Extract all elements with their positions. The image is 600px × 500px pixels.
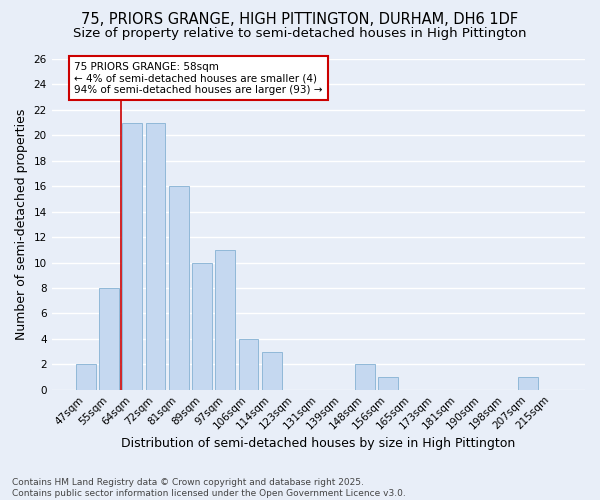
Bar <box>99 288 119 390</box>
Bar <box>518 377 538 390</box>
Bar <box>215 250 235 390</box>
Bar <box>146 122 166 390</box>
Bar <box>262 352 282 390</box>
Bar <box>378 377 398 390</box>
Text: 75 PRIORS GRANGE: 58sqm
← 4% of semi-detached houses are smaller (4)
94% of semi: 75 PRIORS GRANGE: 58sqm ← 4% of semi-det… <box>74 62 323 94</box>
Bar <box>355 364 375 390</box>
Bar <box>122 122 142 390</box>
Bar <box>239 339 259 390</box>
Text: 75, PRIORS GRANGE, HIGH PITTINGTON, DURHAM, DH6 1DF: 75, PRIORS GRANGE, HIGH PITTINGTON, DURH… <box>82 12 518 28</box>
Bar <box>192 262 212 390</box>
Bar <box>169 186 188 390</box>
X-axis label: Distribution of semi-detached houses by size in High Pittington: Distribution of semi-detached houses by … <box>121 437 515 450</box>
Text: Contains HM Land Registry data © Crown copyright and database right 2025.
Contai: Contains HM Land Registry data © Crown c… <box>12 478 406 498</box>
Y-axis label: Number of semi-detached properties: Number of semi-detached properties <box>15 108 28 340</box>
Text: Size of property relative to semi-detached houses in High Pittington: Size of property relative to semi-detach… <box>73 28 527 40</box>
Bar <box>76 364 95 390</box>
